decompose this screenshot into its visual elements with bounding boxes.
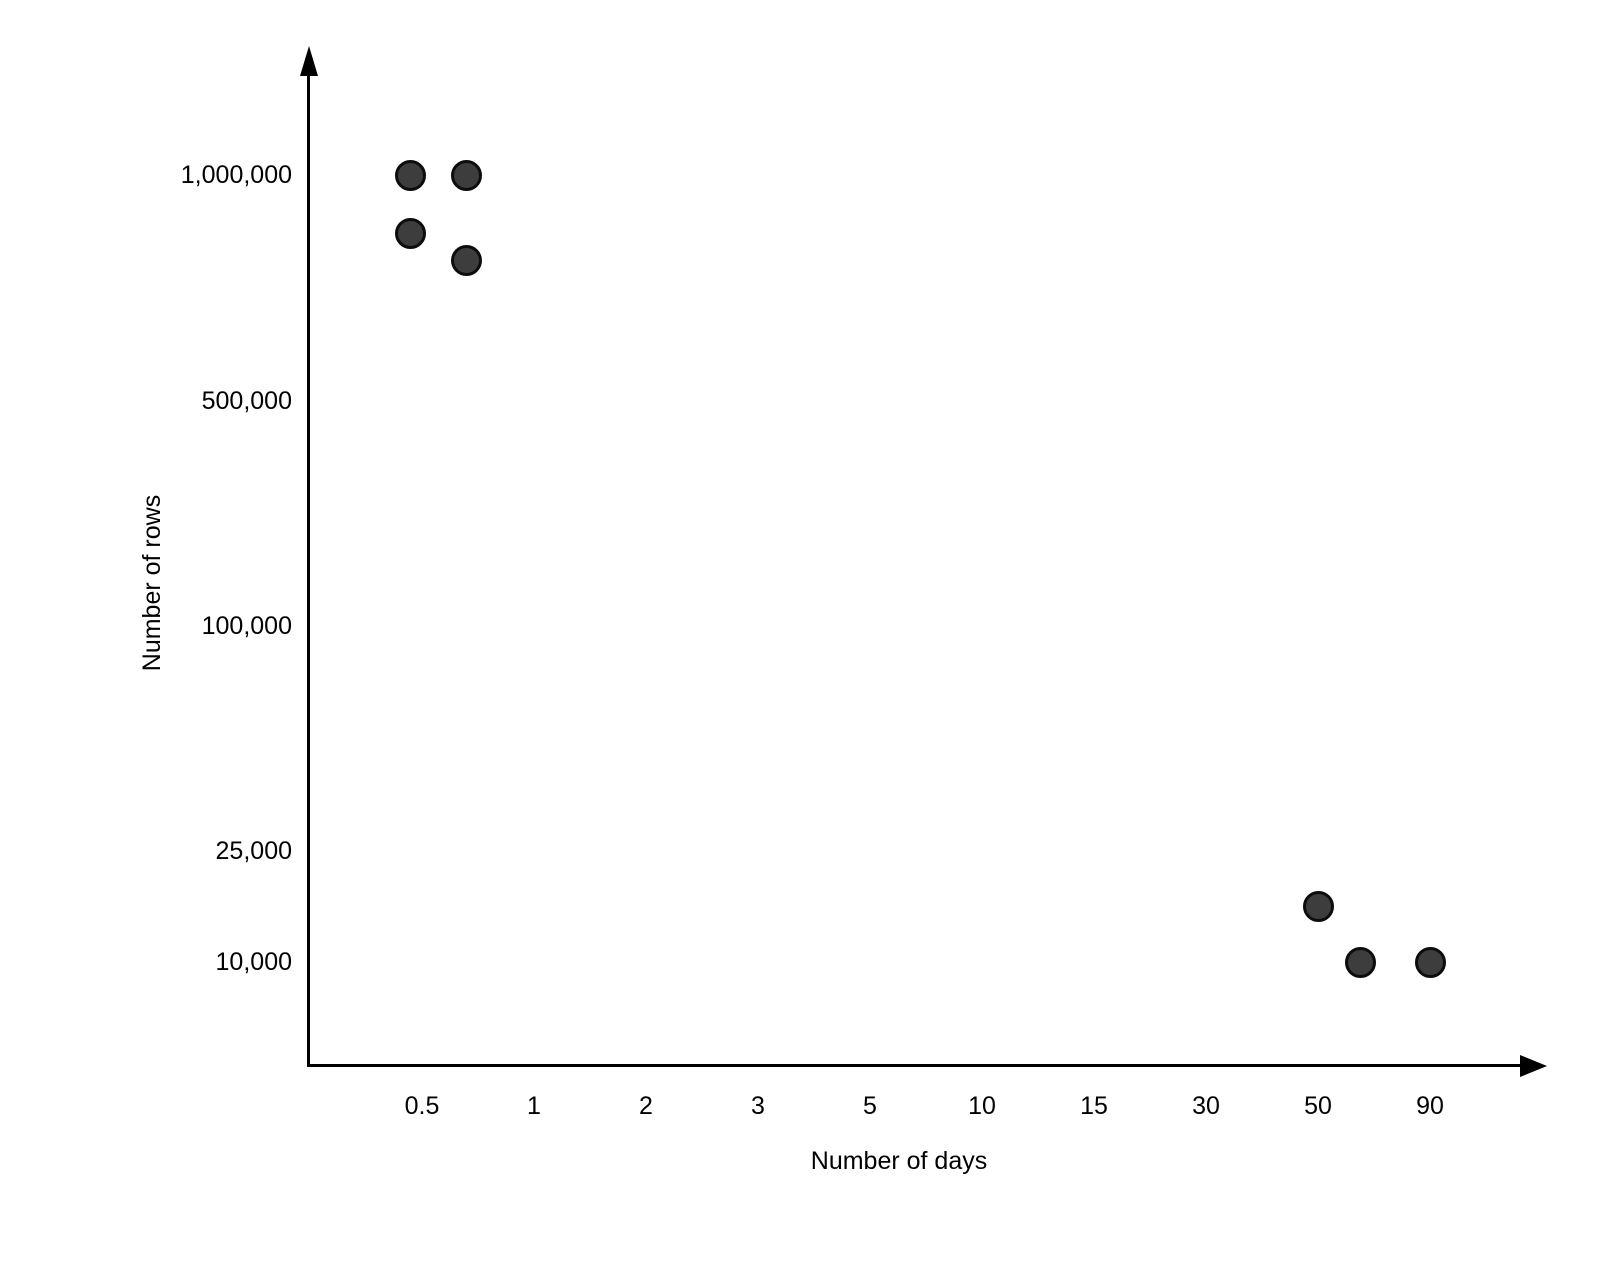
- x-axis-line: [307, 1064, 1526, 1067]
- x-tick-label: 1: [527, 1092, 541, 1120]
- x-tick-label: 30: [1192, 1092, 1220, 1120]
- data-point: [1302, 891, 1334, 922]
- x-tick-label: 10: [968, 1092, 996, 1120]
- x-tick-label: 2: [639, 1092, 653, 1120]
- y-tick-label: 10,000: [215, 948, 292, 976]
- x-axis-title: Number of days: [810, 1147, 988, 1175]
- data-point: [1344, 946, 1376, 978]
- y-tick-label: 1,000,000: [180, 161, 292, 189]
- x-tick-label: 0.5: [404, 1092, 440, 1120]
- data-point: [395, 159, 427, 191]
- x-tick-label: 5: [863, 1092, 877, 1120]
- y-tick-label: 25,000: [215, 837, 292, 865]
- data-point: [451, 159, 483, 191]
- data-point: [451, 245, 483, 277]
- y-tick-label: 100,000: [201, 612, 292, 640]
- y-tick-label: 500,000: [201, 387, 292, 415]
- y-axis-arrow-icon: [300, 46, 318, 76]
- x-axis-arrow-icon: [1520, 1055, 1547, 1077]
- x-tick-label: 50: [1304, 1092, 1332, 1120]
- x-tick-label: 90: [1416, 1092, 1444, 1120]
- y-axis-line: [307, 62, 310, 1067]
- x-tick-label: 15: [1080, 1092, 1108, 1120]
- x-tick-label: 3: [751, 1092, 765, 1120]
- data-point: [1414, 946, 1446, 978]
- data-point: [395, 218, 427, 250]
- y-axis-title: Number of rows: [138, 494, 166, 672]
